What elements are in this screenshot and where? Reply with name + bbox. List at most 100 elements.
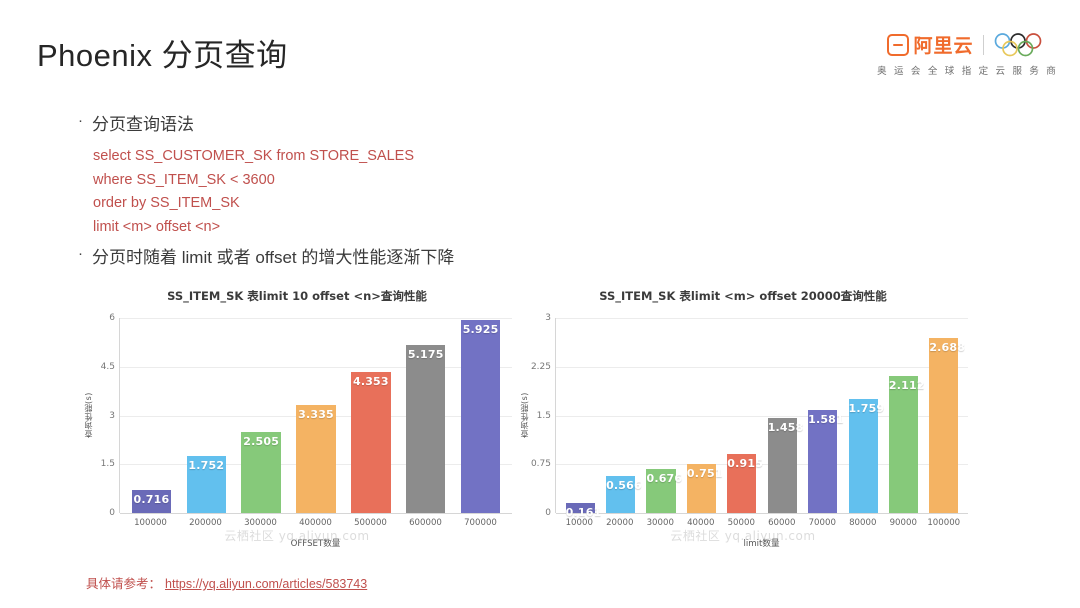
bar[interactable]: 1.581 [808,410,844,513]
x-tick-label: 20000 [606,518,634,528]
chart-title: SS_ITEM_SK 表limit 10 offset <n>查询性能 [167,289,427,303]
x-tick-label: 90000 [889,518,917,528]
bar-value-label: 5.175 [407,347,444,361]
aliyun-logo-text: 阿里云 [913,35,974,57]
x-tick-label: 200000 [189,518,222,528]
y-tick-label: 4.5 [100,361,115,372]
bar-slot: 2.112 [883,318,925,513]
bar-value-label: 1.752 [188,459,225,473]
gridline [556,318,968,319]
bar[interactable]: 2.112 [888,375,925,513]
chart-plot-area: 0.716 1.752 2.505 3.335 4.353 5.175 5.925 [119,318,512,514]
bar-slot: 1.581 [802,318,844,513]
bar[interactable]: 1.759 [848,398,885,513]
chart-bars: 0.161 0.566 0.676 0.751 0.915 1.458 1.581 1.759… [556,318,968,519]
bar[interactable]: 0.676 [646,469,683,513]
x-tick-label: 60000 [768,518,796,528]
bar[interactable]: 1.752 [186,456,227,513]
bar-slot: 0.676 [641,318,683,513]
bar[interactable]: 3.335 [296,404,336,513]
bar-slot: 2.505 [234,318,289,513]
bullet-item-performance: · 分页时随着 limit 或者 offset 的增大性能逐渐下降 [78,243,454,268]
x-tick-label: 600000 [409,518,442,528]
x-tick-label: 300000 [244,518,277,528]
bullet-text: 分页查询语法 [92,115,194,134]
aliyun-logo: 阿里云 [886,31,974,58]
bar[interactable]: 0.161 [565,502,601,519]
bar-slot: 0.716 [124,318,179,513]
bar-value-label: 1.458 [767,421,804,435]
y-tick-label: 3 [545,313,551,323]
bar[interactable]: 0.915 [727,453,764,513]
x-tick-label: 70000 [808,518,836,528]
x-tick-label: 400000 [299,518,332,528]
y-tick-label: 2.25 [530,361,551,372]
bar-value-label: 0.915 [727,456,764,470]
x-tick-label: 30000 [646,518,674,528]
sql-line-1: select SS_CUSTOMER_SK from STORE_SALES [93,148,414,164]
x-tick-label: 100000 [927,518,961,528]
bar-slot: 1.759 [843,318,885,513]
bar[interactable]: 1.458 [767,418,804,513]
bar-value-label: 3.335 [298,407,334,421]
bar[interactable]: 5.925 [460,320,501,513]
bar[interactable]: 4.353 [351,371,391,513]
x-tick-label: 80000 [849,518,877,528]
sql-code-block: select SS_CUSTOMER_SK from STORE_SALES w… [93,145,414,239]
bar-value-label: 0.716 [133,492,170,506]
bar-slot: 5.175 [398,318,453,513]
gridline [556,415,968,417]
bar[interactable]: 0.716 [131,489,172,513]
sql-line-2: where SS_ITEM_SK < 3600 [93,171,275,188]
bar[interactable]: 0.566 [606,476,642,513]
sql-line-3: order by SS_ITEM_SK [93,195,240,211]
gridline [120,513,512,514]
x-tick-label: 500000 [354,518,387,528]
bar-slot: 3.335 [289,318,344,513]
y-tick-label: 1.5 [536,410,551,421]
bar-value-label: 1.759 [848,401,885,415]
bar[interactable]: 5.175 [405,344,446,513]
sql-line-4: limit <m> offset <n> [93,218,221,235]
bar-value-label: 0.676 [646,472,683,486]
bar-value-label: 0.566 [606,479,642,493]
chart-x-axis-label: OFFSET数量 [290,539,341,549]
chart-plot-area: 0.161 0.566 0.676 0.751 0.915 1.458 1.581 1.759… [555,318,968,519]
y-tick-label: 0.75 [530,459,551,470]
y-tick-label: 0 [109,508,115,518]
bullet-marker: · [78,245,83,262]
reference-link[interactable]: https://yq.aliyun.com/articles/583743 [165,577,368,591]
bar[interactable]: 2.688 [929,338,965,513]
bar-slot: 4.353 [343,318,398,513]
chart-bars: 0.716 1.752 2.505 3.335 4.353 5.175 5.925 [120,318,512,513]
chart-x-axis-ticks: 10000 20000 30000 40000 50000 60000 70000 80000… [555,518,968,528]
brand-row: 阿里云 [886,31,1049,58]
bar-value-label: 5.925 [462,323,499,337]
chart-x-axis-label: limit数量 [743,539,780,549]
bullet-marker: · [78,112,83,129]
chart-y-axis-ticks: 0 1.5 3 4.5 6 [95,313,119,518]
x-tick-label: 50000 [727,518,755,528]
chart-gridlines [556,318,968,514]
bar-slot: 0.915 [722,318,764,513]
reference-prefix: 具体请参考： [86,577,162,591]
brand-logo: 阿里云 奥 运 会 全 球 指 定 云 服 务 商 [877,31,1058,77]
chart-offset-performance: SS_ITEM_SK 表limit 10 offset <n>查询性能 查询性能… [82,288,512,558]
y-tick-label: 0 [545,508,551,518]
bar-value-label: 4.353 [352,374,389,388]
aliyun-mark-icon [886,33,909,56]
bar-slot: 0.161 [560,318,601,519]
chart-title: SS_ITEM_SK 表limit <m> offset 20000查询性能 [599,289,887,303]
bar-slot: 1.458 [762,318,804,513]
bar[interactable]: 2.505 [241,431,281,513]
bar-slot: 0.566 [600,318,642,513]
bar[interactable]: 0.751 [686,464,722,513]
chart-y-axis-label: 查询性能(s) [84,392,93,439]
x-tick-label: 10000 [565,518,593,528]
bar-value-label: 2.112 [888,378,925,392]
chart-x-axis-ticks: 100000 200000 300000 400000 500000 600000 7000… [119,518,512,528]
y-tick-label: 3 [109,410,115,421]
x-tick-label: 40000 [687,518,715,528]
bullet-text: 分页时随着 limit 或者 offset 的增大性能逐渐下降 [92,248,455,267]
page-title: Phoenix 分页查询 [37,38,288,73]
